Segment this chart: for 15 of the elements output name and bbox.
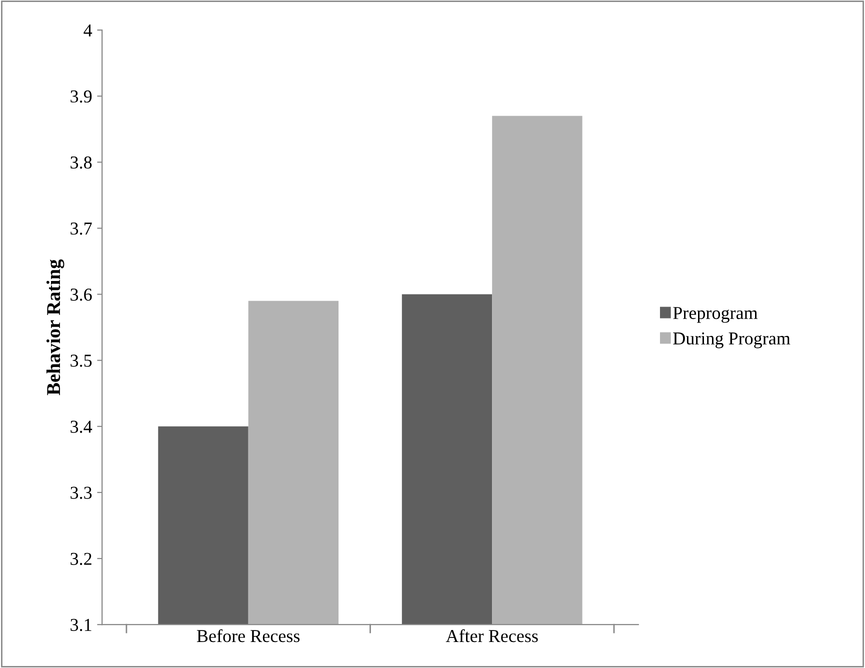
y-tick-label: 3.1	[70, 618, 92, 632]
x-tick-label: After Recess	[446, 629, 538, 642]
y-tick-label: 3.4	[70, 420, 92, 433]
x-tick-label: Before Recess	[196, 629, 300, 642]
y-tick-label: 3.7	[70, 222, 92, 235]
y-tick-label: 3.5	[70, 354, 92, 367]
y-tick-label: 3.8	[70, 156, 92, 169]
y-tick-label: 3.3	[70, 486, 92, 499]
legend-label: During Program	[673, 332, 790, 348]
y-axis-title: Behavior Rating	[46, 259, 64, 396]
y-tick-label: 3.6	[70, 288, 92, 301]
legend-label: Preprogram	[673, 307, 758, 323]
y-tick-label: 3.2	[70, 552, 92, 566]
y-tick-label: 3.9	[70, 90, 92, 103]
y-tick-label: 4	[84, 24, 92, 36]
